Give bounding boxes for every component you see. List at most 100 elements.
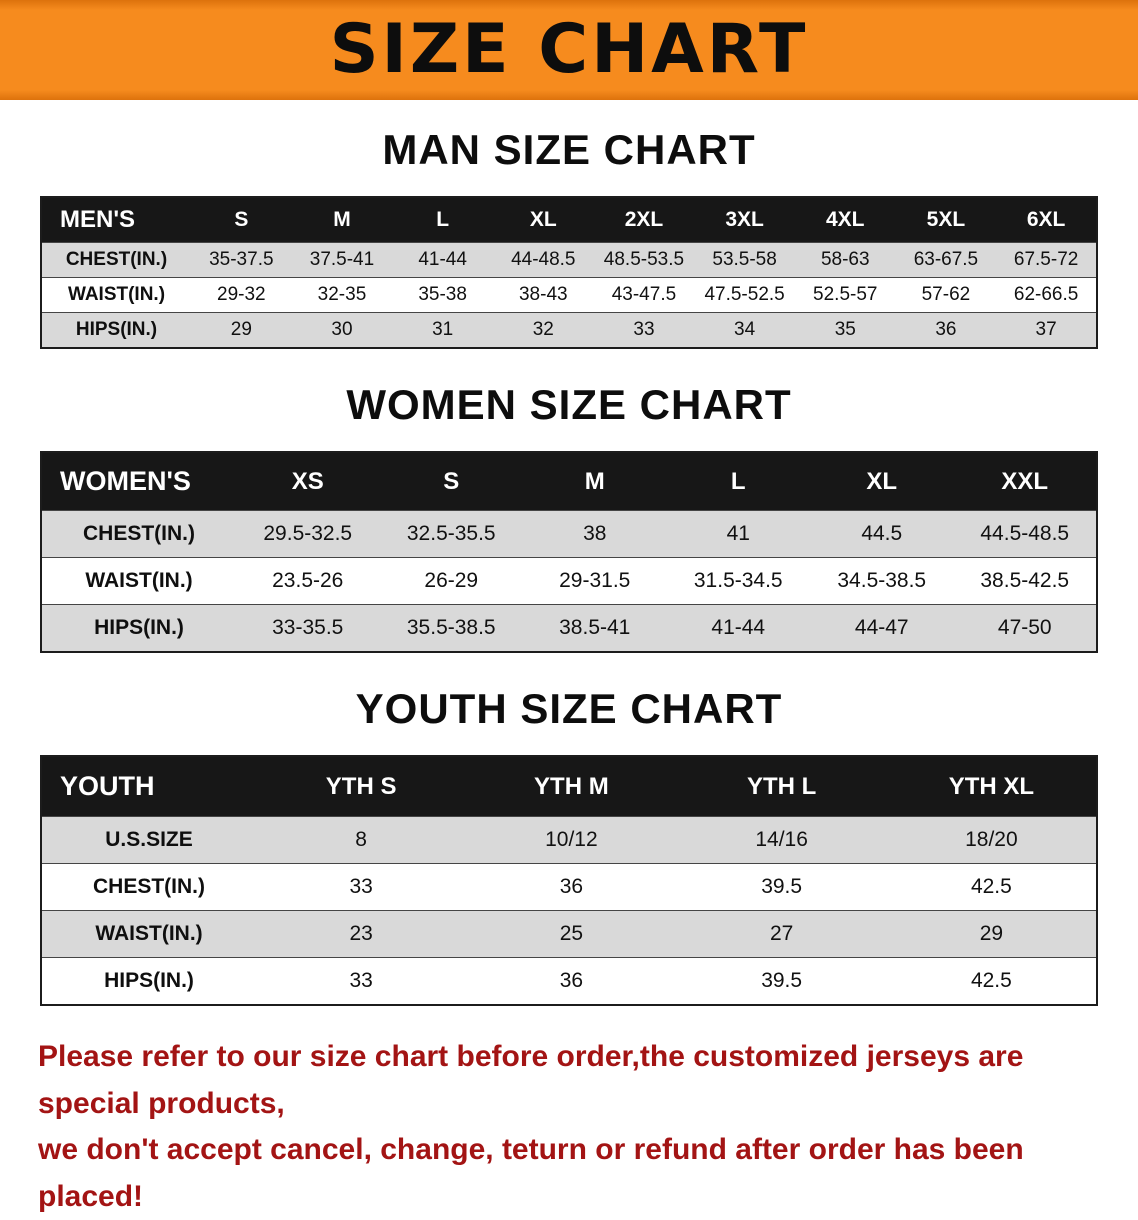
row-label: HIPS(IN.) [94, 616, 184, 639]
column-header: XL [529, 208, 557, 231]
size-value: 38.5-42.5 [980, 569, 1070, 592]
table-row: CHEST(IN.) 29.5-32.5 32.5-35.5 38 41 44.5 44.5… [41, 510, 1097, 558]
size-value: 30 [331, 319, 353, 340]
size-value: 48.5-53.5 [603, 249, 685, 270]
column-header: 3XL [725, 208, 764, 231]
column-header: S [443, 467, 460, 495]
men-size-section: MAN SIZE CHART MEN'S S M L XL 2XL 3XL 4XL 5XL 6XL… [0, 126, 1138, 349]
size-value: 35-38 [418, 284, 467, 305]
column-header: 6XL [1026, 208, 1066, 231]
size-value: 34 [734, 319, 756, 340]
size-value: 35.5-38.5 [406, 616, 496, 639]
column-header: M [584, 467, 605, 495]
size-value: 23.5-26 [272, 569, 344, 592]
table-row: HIPS(IN.) 33 36 39.5 42.5 [41, 957, 1097, 1005]
table-corner-label: MEN'S [60, 206, 136, 233]
table-row: CHEST(IN.) 35-37.5 37.5-41 41-44 44-48.5 48.5… [41, 242, 1097, 278]
size-value: 33 [349, 875, 373, 898]
size-value: 41-44 [711, 616, 766, 639]
size-value: 36 [559, 875, 584, 898]
men-section-heading: MAN SIZE CHART [382, 126, 756, 173]
youth-size-table: YOUTH YTH S YTH M YTH L YTH XL U.S.SIZE 8 10/1… [40, 755, 1098, 1006]
size-value: 58-63 [820, 249, 870, 270]
size-value: 14/16 [755, 828, 808, 851]
size-value: 35 [834, 319, 856, 340]
size-value: 63-67.5 [913, 249, 979, 270]
size-value: 44.5 [861, 522, 903, 545]
size-value: 44.5-48.5 [980, 522, 1070, 545]
size-value: 67.5-72 [1013, 249, 1079, 270]
size-value: 29-31.5 [559, 569, 631, 592]
size-value: 32 [532, 319, 554, 340]
size-value: 47-50 [997, 616, 1052, 639]
size-value: 33 [633, 319, 655, 340]
size-value: 29-32 [217, 284, 266, 305]
footer-note-line-1: Please refer to our size chart before or… [38, 1040, 1024, 1120]
size-value: 62-66.5 [1013, 284, 1079, 305]
women-size-section: WOMEN SIZE CHART WOMEN'S XS S M L XL XXL CHEST… [0, 381, 1138, 653]
size-value: 37.5-41 [309, 249, 375, 270]
banner-title: SIZE CHART [329, 10, 809, 89]
youth-size-section: YOUTH SIZE CHART YOUTH YTH S YTH M YTH L YTH… [0, 685, 1138, 1006]
size-value: 31.5-34.5 [693, 569, 783, 592]
column-header: YTH L [746, 772, 817, 800]
row-label: WAIST(IN.) [85, 569, 193, 592]
table-row: WAIST(IN.) 29-32 32-35 35-38 38-43 43-47.5 47.… [41, 277, 1097, 313]
column-header: M [333, 208, 351, 231]
column-header: 2XL [624, 208, 664, 231]
column-header: XL [866, 467, 898, 495]
size-value: 31 [432, 319, 454, 340]
column-header: L [730, 467, 746, 495]
column-header: 5XL [926, 208, 966, 231]
size-value: 32.5-35.5 [406, 522, 496, 545]
column-header: YTH XL [948, 772, 1035, 800]
column-header: XS [291, 467, 324, 495]
table-header-row: MEN'S S M L XL 2XL 3XL 4XL 5XL 6XL [41, 197, 1097, 243]
column-header: L [436, 208, 450, 231]
size-value: 43-47.5 [611, 284, 677, 305]
size-value: 47.5-52.5 [704, 284, 785, 305]
row-label: WAIST(IN.) [67, 284, 166, 305]
size-value: 33 [349, 969, 373, 992]
table-corner-label: WOMEN'S [60, 466, 191, 496]
size-value: 29.5-32.5 [263, 522, 353, 545]
row-label: CHEST(IN.) [65, 249, 168, 270]
table-corner-label: YOUTH [60, 771, 155, 801]
table-row: HIPS(IN.) 33-35.5 35.5-38.5 38.5-41 41-44 44-… [41, 604, 1097, 652]
column-header: S [234, 208, 249, 231]
row-label: HIPS(IN.) [104, 969, 194, 992]
youth-section-heading: YOUTH SIZE CHART [355, 685, 783, 732]
size-value: 32-35 [317, 284, 367, 305]
size-value: 26-29 [424, 569, 479, 592]
men-size-table: MEN'S S M L XL 2XL 3XL 4XL 5XL 6XL CHEST(IN.) 35-3… [40, 196, 1098, 349]
size-value: 33-35.5 [272, 616, 344, 639]
size-value: 29 [979, 922, 1004, 945]
table-row: U.S.SIZE 8 10/12 14/16 18/20 [41, 816, 1097, 864]
size-value: 42.5 [970, 969, 1012, 992]
size-value: 38-43 [518, 284, 568, 305]
size-value: 34.5-38.5 [837, 569, 927, 592]
column-header: YTH S [325, 772, 397, 800]
footer-note: Please refer to our size chart before or… [38, 1034, 1100, 1220]
size-value: 57-62 [921, 284, 971, 305]
size-value: 41-44 [418, 249, 467, 270]
row-label: CHEST(IN.) [93, 875, 205, 898]
row-label: U.S.SIZE [105, 828, 193, 851]
charts-area: MAN SIZE CHART MEN'S S M L XL 2XL 3XL 4XL 5XL 6XL… [0, 126, 1138, 1006]
column-header: XXL [1001, 467, 1049, 495]
size-value: 42.5 [970, 875, 1012, 898]
footer-note-line-2: we don't accept cancel, change, teturn o… [38, 1133, 1024, 1213]
row-label: CHEST(IN.) [83, 522, 195, 545]
women-size-table: WOMEN'S XS S M L XL XXL CHEST(IN.) 29.5-32.5 32.… [40, 451, 1098, 653]
size-value: 52.5-57 [813, 284, 878, 305]
banner: SIZE CHART [0, 0, 1138, 100]
size-value: 25 [559, 922, 584, 945]
size-value: 39.5 [761, 969, 803, 992]
column-header: 4XL [826, 208, 865, 231]
size-value: 53.5-58 [712, 249, 777, 270]
size-value: 8 [355, 828, 367, 851]
table-row: WAIST(IN.) 23.5-26 26-29 29-31.5 31.5-34.5 34… [41, 557, 1097, 605]
women-section-heading: WOMEN SIZE CHART [346, 381, 792, 428]
table-row: CHEST(IN.) 33 36 39.5 42.5 [41, 863, 1097, 911]
